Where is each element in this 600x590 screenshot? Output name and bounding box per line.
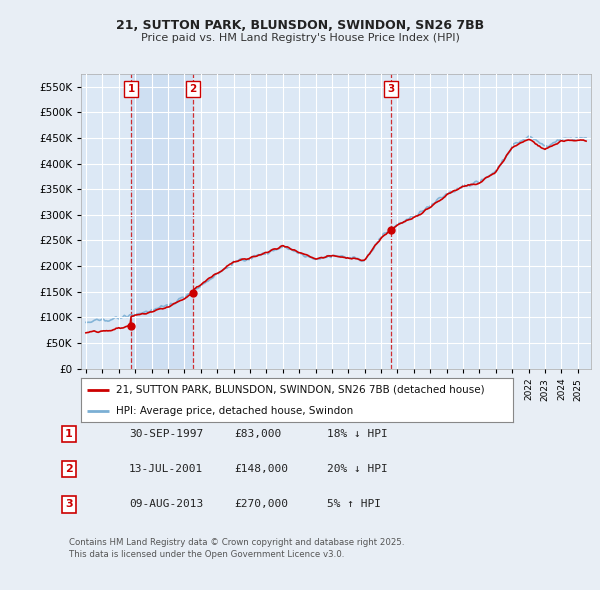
Text: 5% ↑ HPI: 5% ↑ HPI xyxy=(327,500,381,509)
Text: 1: 1 xyxy=(65,429,73,438)
Text: Price paid vs. HM Land Registry's House Price Index (HPI): Price paid vs. HM Land Registry's House … xyxy=(140,33,460,43)
Text: 20% ↓ HPI: 20% ↓ HPI xyxy=(327,464,388,474)
Text: 09-AUG-2013: 09-AUG-2013 xyxy=(129,500,203,509)
Text: 2: 2 xyxy=(65,464,73,474)
Text: 3: 3 xyxy=(65,500,73,509)
Bar xyxy=(131,74,193,369)
Text: 13-JUL-2001: 13-JUL-2001 xyxy=(129,464,203,474)
Text: 18% ↓ HPI: 18% ↓ HPI xyxy=(327,429,388,438)
Text: 21, SUTTON PARK, BLUNSDON, SWINDON, SN26 7BB: 21, SUTTON PARK, BLUNSDON, SWINDON, SN26… xyxy=(116,19,484,32)
Text: £148,000: £148,000 xyxy=(234,464,288,474)
Text: 1: 1 xyxy=(127,84,134,94)
Text: 3: 3 xyxy=(388,84,395,94)
Text: 30-SEP-1997: 30-SEP-1997 xyxy=(129,429,203,438)
Text: 2: 2 xyxy=(190,84,197,94)
Text: 21, SUTTON PARK, BLUNSDON, SWINDON, SN26 7BB (detached house): 21, SUTTON PARK, BLUNSDON, SWINDON, SN26… xyxy=(116,385,484,395)
Text: HPI: Average price, detached house, Swindon: HPI: Average price, detached house, Swin… xyxy=(116,406,353,416)
Text: £270,000: £270,000 xyxy=(234,500,288,509)
Text: £83,000: £83,000 xyxy=(234,429,281,438)
Text: Contains HM Land Registry data © Crown copyright and database right 2025.
This d: Contains HM Land Registry data © Crown c… xyxy=(69,538,404,559)
